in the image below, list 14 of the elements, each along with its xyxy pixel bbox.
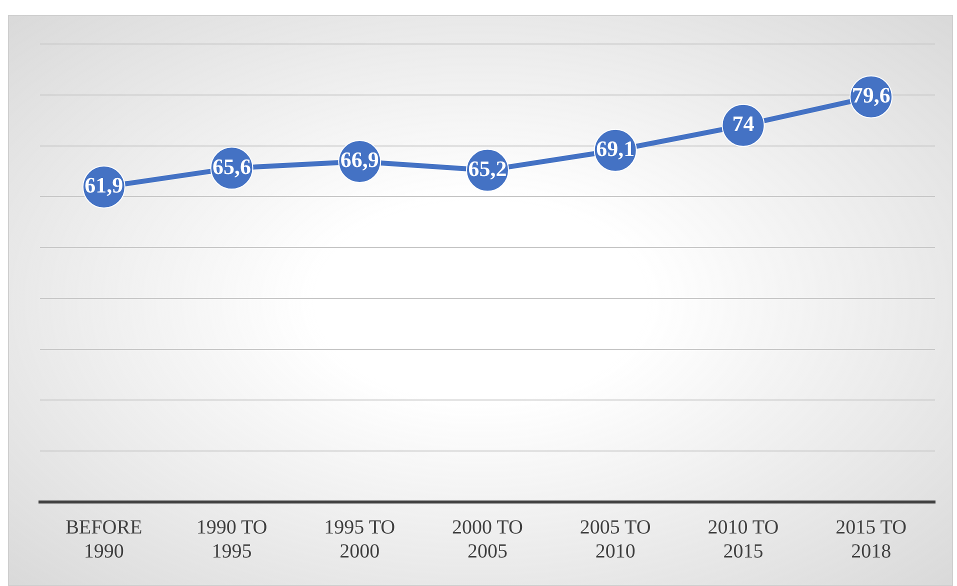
data-label: 65,6: [212, 154, 252, 179]
data-label: 69,1: [596, 136, 635, 162]
data-label: 79,6: [852, 82, 890, 108]
data-label: 66,9: [340, 147, 379, 172]
x-tick-label: 2010 TO 2015: [708, 516, 779, 562]
x-tick-label: 2000 TO 2005: [452, 516, 523, 562]
x-tick-label: BEFORE 1990: [66, 516, 142, 562]
x-tick-label: 2005 TO 2010: [580, 516, 651, 562]
x-tick-label: 1995 TO 2000: [324, 516, 396, 562]
data-label: 61,9: [84, 172, 124, 198]
x-tick-label: 1990 TO 1995: [196, 516, 268, 562]
x-tick-label: 2015 TO 2018: [836, 516, 907, 562]
data-label: 74: [732, 111, 754, 136]
data-label: 65,2: [468, 156, 507, 181]
